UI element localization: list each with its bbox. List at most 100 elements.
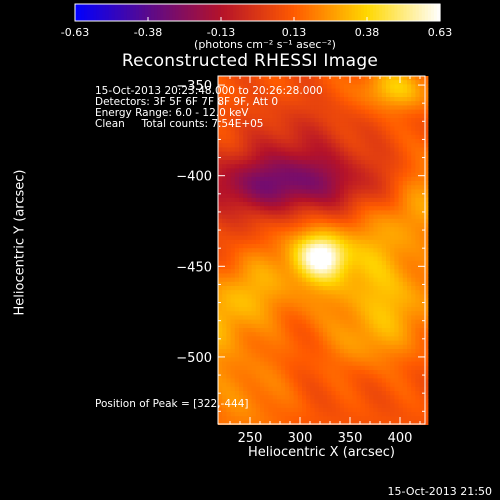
heatmap-cell	[234, 260, 240, 266]
heatmap-cell	[390, 76, 395, 81]
heatmap-cell	[356, 172, 362, 178]
heatmap-cell	[226, 311, 231, 316]
heatmap-cell	[356, 281, 362, 287]
heatmap-cell	[335, 395, 341, 400]
heatmap-cell	[369, 298, 374, 304]
heatmap-cell	[318, 176, 324, 182]
heatmap-cell	[314, 168, 320, 173]
heatmap-cell	[226, 399, 231, 404]
heatmap-cell	[356, 378, 362, 383]
heatmap-cell	[234, 214, 240, 220]
heatmap-cell	[230, 206, 236, 211]
heatmap-cell	[344, 269, 349, 274]
heatmap-cell	[365, 151, 370, 157]
colorbar-cell	[269, 4, 274, 21]
heatmap-cell	[285, 126, 290, 131]
heatmap-cell	[369, 252, 374, 257]
heatmap-cell	[302, 416, 307, 421]
heatmap-cell	[419, 206, 425, 211]
heatmap-cell	[314, 378, 320, 383]
heatmap-cell	[234, 332, 240, 337]
heatmap-cell	[272, 403, 278, 409]
heatmap-cell	[360, 395, 366, 400]
heatmap-cell	[373, 147, 378, 152]
heatmap-cell	[327, 260, 332, 266]
heatmap-cell	[297, 88, 303, 94]
heatmap-cell	[289, 164, 294, 169]
heatmap-cell	[415, 269, 420, 274]
heatmap-cell	[348, 97, 353, 102]
heatmap-cell	[339, 286, 345, 291]
colorbar-tick-label: -0.38	[134, 26, 162, 39]
heatmap-cell	[411, 84, 416, 89]
heatmap-cell	[356, 239, 362, 245]
heatmap-cell	[381, 294, 387, 299]
heatmap-cell	[394, 311, 399, 316]
heatmap-cell	[251, 374, 257, 379]
heatmap-cell	[293, 76, 299, 81]
heatmap-cell	[381, 340, 387, 346]
heatmap-cell	[285, 399, 290, 404]
heatmap-cell	[394, 176, 399, 182]
heatmap-cell	[339, 357, 345, 362]
heatmap-cell	[352, 76, 357, 81]
heatmap-cell	[335, 403, 341, 409]
heatmap-cell	[402, 281, 408, 287]
heatmap-cell	[335, 227, 341, 232]
heatmap-cell	[260, 378, 265, 383]
heatmap-cell	[318, 101, 324, 106]
heatmap-cell	[402, 248, 408, 253]
heatmap-cell	[398, 143, 404, 148]
heatmap-cell	[318, 395, 324, 400]
heatmap-cell	[218, 118, 223, 123]
heatmap-cell	[377, 223, 383, 228]
heatmap-cell	[297, 239, 303, 245]
heatmap-cell	[369, 210, 374, 215]
heatmap-cell	[255, 105, 261, 110]
heatmap-cell	[419, 168, 425, 173]
heatmap-cell	[423, 168, 429, 173]
heatmap-cell	[398, 168, 404, 173]
heatmap-cell	[423, 332, 429, 337]
heatmap-cell	[255, 399, 261, 404]
heatmap-cell	[398, 336, 404, 341]
heatmap-cell	[226, 185, 231, 190]
heatmap-cell	[327, 281, 332, 287]
heatmap-cell	[255, 202, 261, 207]
heatmap-cell	[323, 105, 328, 110]
heatmap-cell	[348, 302, 353, 308]
heatmap-cell	[247, 223, 252, 228]
heatmap-cell	[306, 176, 311, 182]
heatmap-cell	[407, 336, 412, 341]
heatmap-cell	[310, 92, 315, 98]
heatmap-cell	[218, 340, 223, 346]
colorbar-cell	[217, 4, 222, 21]
heatmap-cell	[218, 256, 223, 262]
heatmap-cell	[247, 197, 252, 203]
heatmap-cell	[243, 290, 248, 295]
heatmap-cell	[348, 286, 353, 291]
heatmap-cell	[218, 357, 223, 362]
heatmap-cell	[411, 235, 416, 241]
heatmap-cell	[281, 172, 286, 178]
heatmap-cell	[377, 307, 383, 312]
heatmap-cell	[222, 185, 227, 190]
heatmap-cell	[394, 168, 399, 173]
heatmap-cell	[377, 101, 383, 106]
colorbar-cell	[221, 4, 225, 21]
heatmap-cell	[289, 407, 294, 413]
heatmap-cell	[314, 412, 320, 417]
heatmap-cell	[293, 416, 299, 421]
heatmap-cell	[394, 122, 399, 127]
heatmap-cell	[335, 374, 341, 379]
heatmap-cell	[356, 193, 362, 199]
heatmap-cell	[302, 290, 307, 295]
heatmap-cell	[310, 210, 315, 215]
heatmap-cell	[386, 244, 391, 249]
heatmap-cell	[360, 168, 366, 173]
heatmap-cell	[423, 361, 429, 367]
heatmap-cell	[230, 168, 236, 173]
heatmap-cell	[386, 353, 391, 358]
heatmap-cell	[423, 130, 429, 136]
heatmap-cell	[314, 265, 320, 270]
